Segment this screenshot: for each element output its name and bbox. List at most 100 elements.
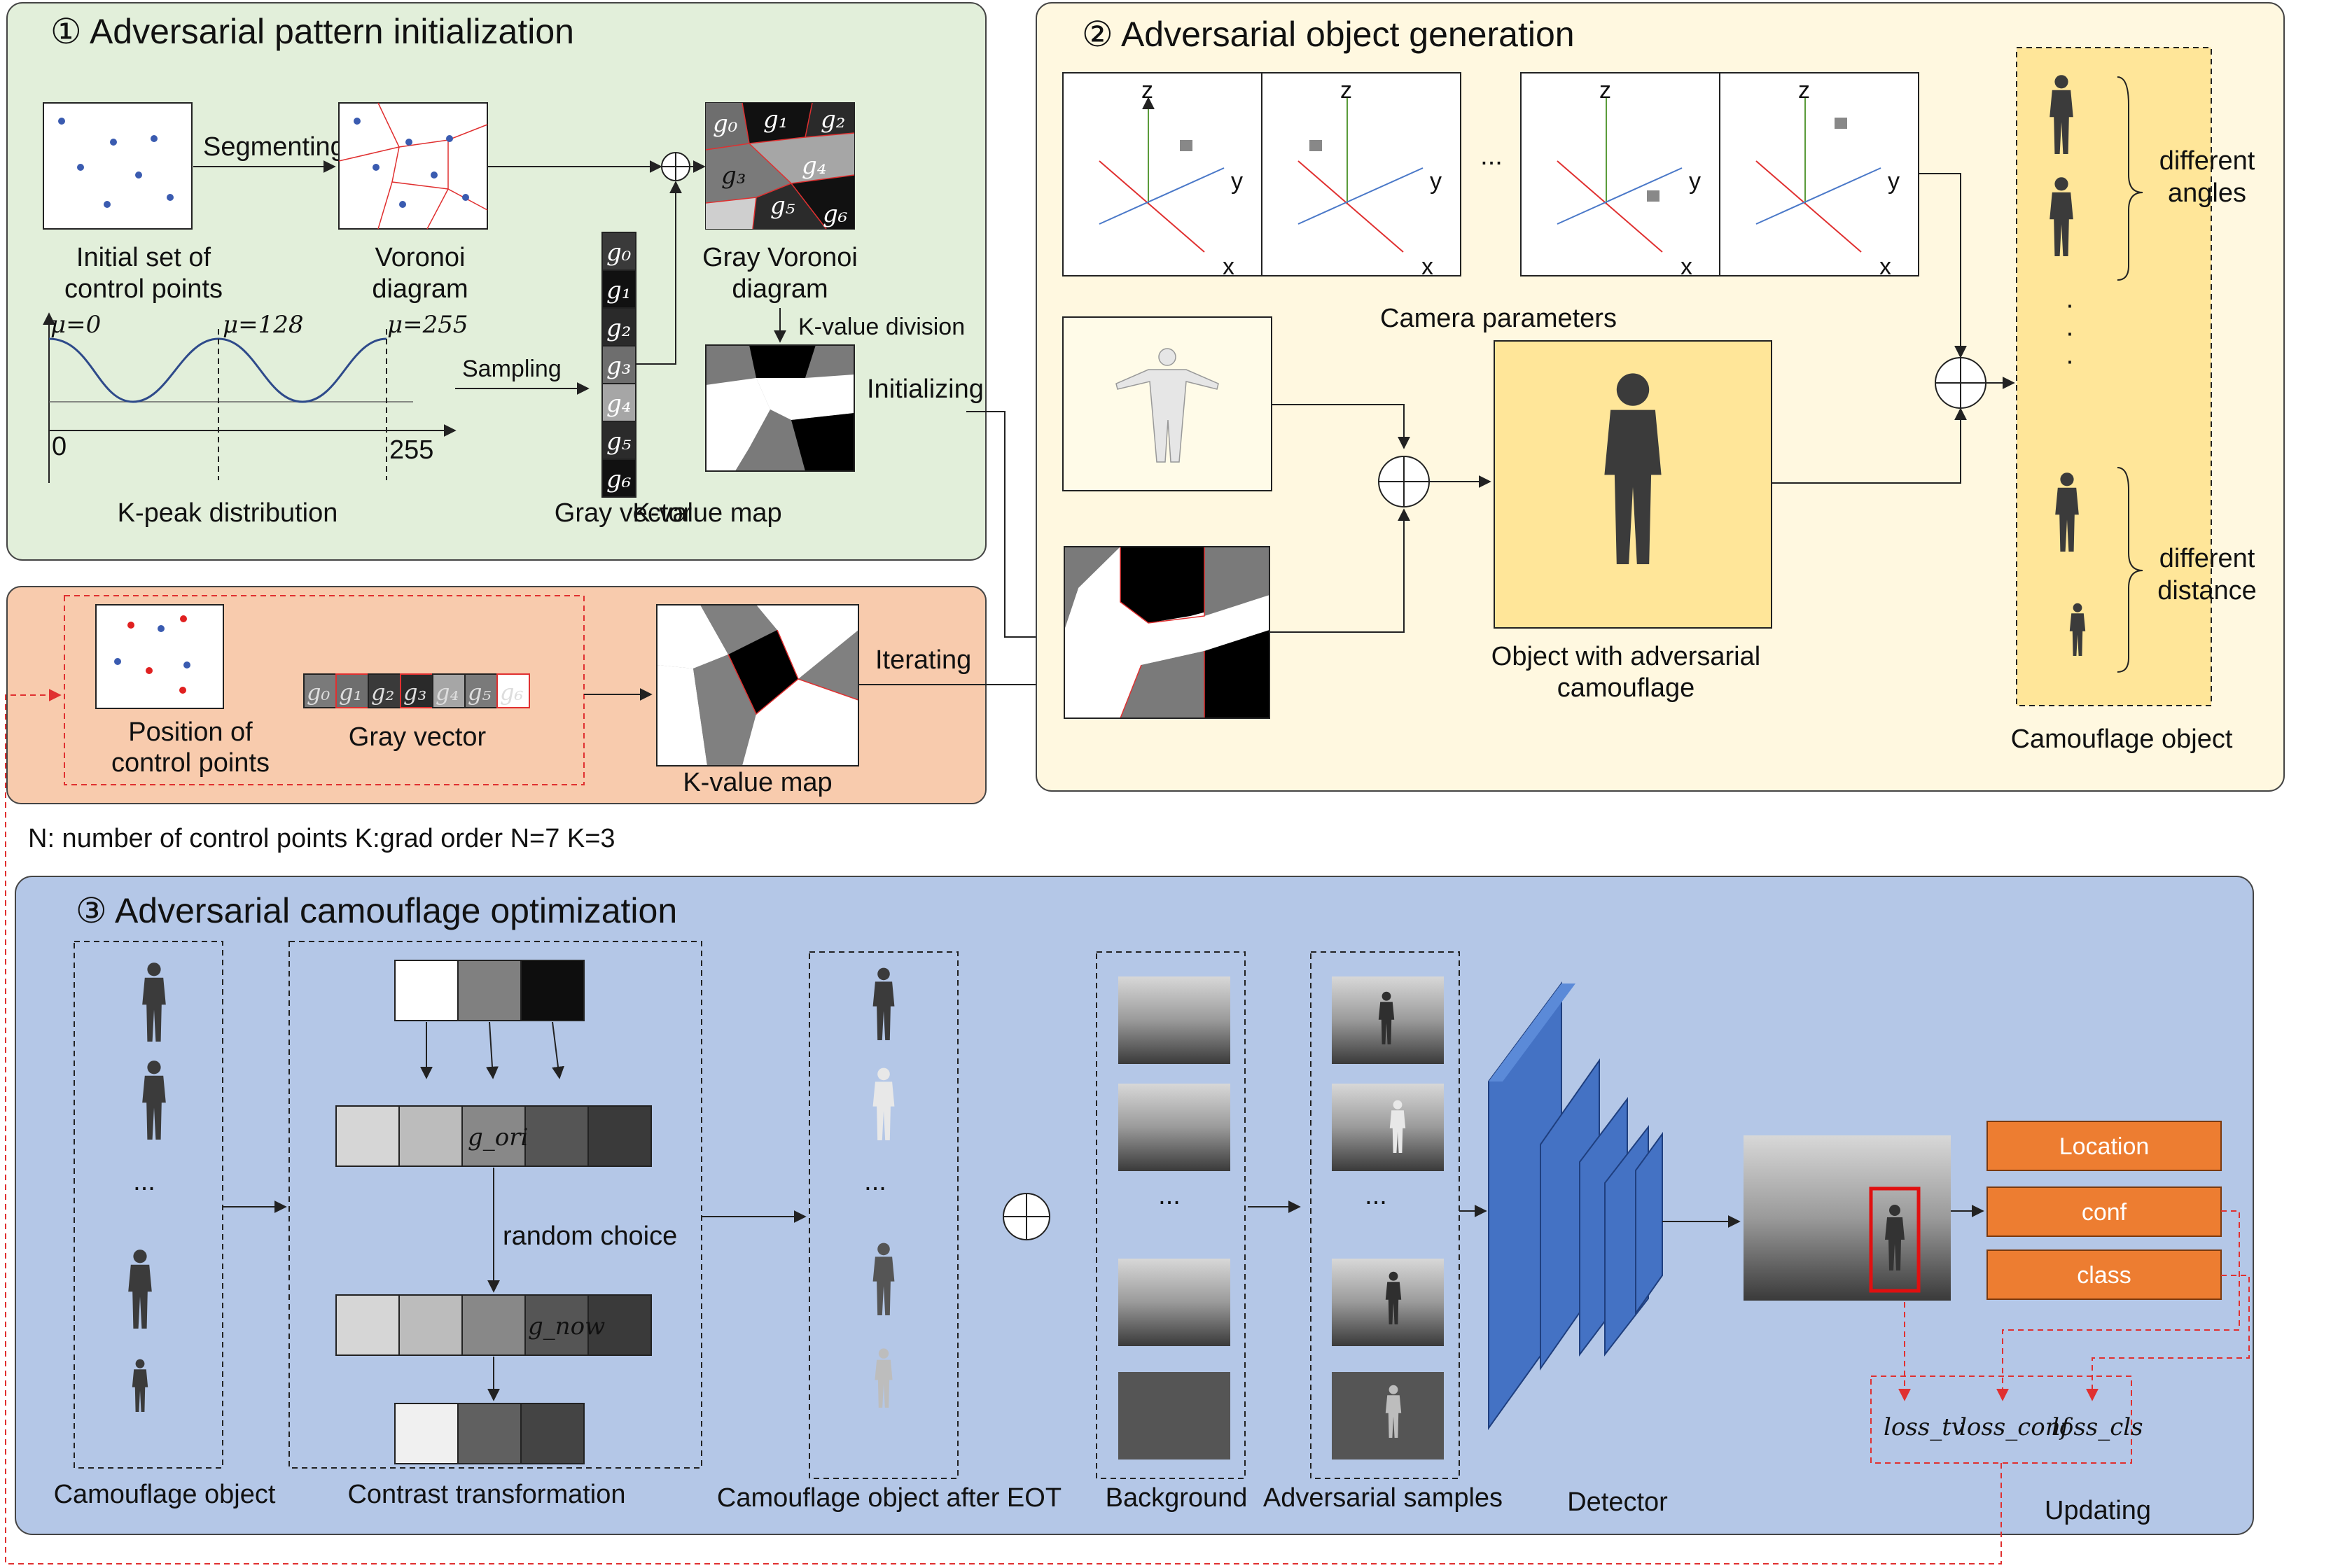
voronoi-label-2: diagram — [372, 274, 468, 304]
conf-output — [1986, 1186, 2222, 1237]
camera-view-4: z y x — [1719, 72, 1919, 280]
kvalue-map-label: K-value map — [632, 498, 781, 528]
kvalue-map-box — [705, 344, 855, 472]
vdots-3: · — [2066, 346, 2075, 376]
eot-stack-ellipsis: ... — [864, 1167, 886, 1196]
iter-kvalue-map-label: K-value map — [683, 768, 832, 797]
axis-z-1: z — [1141, 77, 1153, 104]
section-2-panel: ② Adversarial object generation z y x z … — [1036, 2, 2285, 792]
initial-points-label-1: Initial set of — [76, 243, 211, 272]
svg-text:g₀: g₀ — [606, 239, 632, 267]
eot-object-stack — [809, 951, 959, 1479]
adv-samples-label: Adversarial samples — [1263, 1483, 1503, 1513]
iter-kvalue-map — [656, 604, 859, 766]
position-points-box — [95, 604, 224, 709]
svg-text:g₀: g₀ — [307, 679, 330, 706]
contrast-transformation-box — [288, 941, 702, 1469]
axis-y-4: y — [1888, 168, 1900, 195]
camera-view-1: z y x — [1062, 72, 1262, 280]
g-ori-label: g_ori — [468, 1124, 528, 1152]
svg-text:g₃: g₃ — [403, 679, 426, 706]
adversarial-object-label-1: Object with adversarial — [1491, 642, 1760, 671]
camera-view-3: z y x — [1520, 72, 1720, 280]
axis-x-4: x — [1879, 253, 1891, 280]
location-output-label: Location — [2059, 1133, 2150, 1160]
section-3-title: ③ Adversarial camouflage optimization — [76, 891, 677, 930]
svg-text:g₁: g₁ — [606, 276, 631, 304]
axis-y-1: y — [1231, 168, 1243, 195]
gray-voronoi-label-2: diagram — [732, 274, 828, 304]
mu-0-label: μ=0 — [50, 311, 101, 339]
svg-text:g₂: g₂ — [821, 106, 845, 134]
updating-label: Updating — [2045, 1496, 2151, 1525]
camera-ellipsis: ... — [1480, 141, 1503, 171]
detector-label: Detector — [1567, 1488, 1668, 1517]
gray-vector-label: Gray vector — [555, 498, 693, 528]
different-distance-label-1: different — [2159, 544, 2255, 573]
svg-text:g₁: g₁ — [763, 106, 788, 134]
svg-text:g₃: g₃ — [721, 162, 746, 190]
axis-z-2: z — [1340, 77, 1352, 104]
camo-stack-ellipsis: ... — [133, 1167, 155, 1196]
segmenting-label: Segmenting — [203, 132, 345, 162]
axis-x-3: x — [1681, 253, 1692, 280]
iterating-label: Iterating — [875, 645, 971, 675]
svg-text:g₄: g₄ — [436, 679, 459, 706]
kvalue-division-label: K-value division — [798, 314, 965, 340]
different-angles-label-2: angles — [2168, 178, 2246, 208]
axis-y-3: y — [1689, 168, 1701, 195]
adv-samples-ellipsis: ... — [1365, 1181, 1387, 1210]
svg-text:g₅: g₅ — [606, 428, 632, 456]
axis-x-1: x — [1223, 253, 1234, 280]
class-output — [1986, 1250, 2222, 1300]
loss-tv-label: loss_tv — [1884, 1413, 1965, 1441]
svg-text:g₅: g₅ — [770, 192, 795, 220]
svg-text:g₀: g₀ — [713, 110, 738, 138]
sec2-kvalue-map — [1064, 546, 1270, 719]
svg-text:g₂: g₂ — [371, 679, 394, 706]
camouflage-object-column — [2016, 47, 2212, 706]
section-3-panel: ③ Adversarial camouflage optimization ..… — [5, 689, 2254, 1564]
section-1-panel: ① Adversarial pattern initialization Ini… — [6, 2, 987, 561]
svg-text:g₆: g₆ — [823, 200, 847, 228]
loss-box — [1870, 1376, 2132, 1464]
voronoi-label-1: Voronoi — [375, 243, 466, 272]
gray-vector-column — [601, 232, 636, 498]
different-angles-label-1: different — [2159, 146, 2255, 176]
location-output — [1986, 1121, 2222, 1171]
detector-network — [1488, 981, 1663, 1431]
loss-conf-label: loss_conf — [1959, 1413, 2073, 1441]
section-1-title: ① Adversarial pattern initialization — [50, 12, 574, 51]
conf-output-label: conf — [2082, 1199, 2127, 1226]
axis-z-3: z — [1599, 77, 1611, 104]
random-choice-label: random choice — [503, 1222, 677, 1251]
svg-text:g₆: g₆ — [500, 679, 523, 706]
camo-object-stack — [74, 941, 223, 1469]
detection-result-image — [1744, 1135, 1951, 1301]
mu-128-label: μ=128 — [223, 311, 303, 339]
gray-voronoi-label-1: Gray Voronoi — [702, 243, 858, 272]
initial-points-label-2: control points — [64, 274, 223, 304]
contrast-label: Contrast transformation — [347, 1480, 625, 1509]
class-output-label: class — [2077, 1262, 2131, 1289]
adversarial-object-label-2: camouflage — [1557, 673, 1695, 703]
adversarial-samples-stack — [1310, 951, 1460, 1479]
axis-z-4: z — [1798, 77, 1810, 104]
after-eot-label: Camouflage object after EOT — [717, 1483, 1062, 1513]
different-distance-label-2: distance — [2157, 576, 2257, 606]
background-label: Background — [1106, 1483, 1248, 1513]
camera-view-2: z y x — [1261, 72, 1461, 280]
tick-255-label: 255 — [389, 435, 433, 465]
position-label-2: control points — [111, 748, 270, 778]
camo-object-label: Camouflage object — [54, 1480, 276, 1509]
position-label-1: Position of — [128, 718, 253, 747]
axis-y-2: y — [1430, 168, 1442, 195]
camouflage-object-label: Camouflage object — [2011, 724, 2233, 754]
iteration-panel: Position of control points g₀ g₁ g₂ g₃ g₄ g₅… — [6, 586, 987, 804]
loss-cls-label: loss_cls — [2052, 1413, 2143, 1441]
svg-text:g₅: g₅ — [468, 679, 491, 706]
voronoi-box — [338, 102, 488, 230]
tick-0-label: 0 — [52, 432, 67, 461]
section-2-title: ② Adversarial object generation — [1082, 15, 1575, 54]
initial-points-box — [43, 102, 193, 230]
